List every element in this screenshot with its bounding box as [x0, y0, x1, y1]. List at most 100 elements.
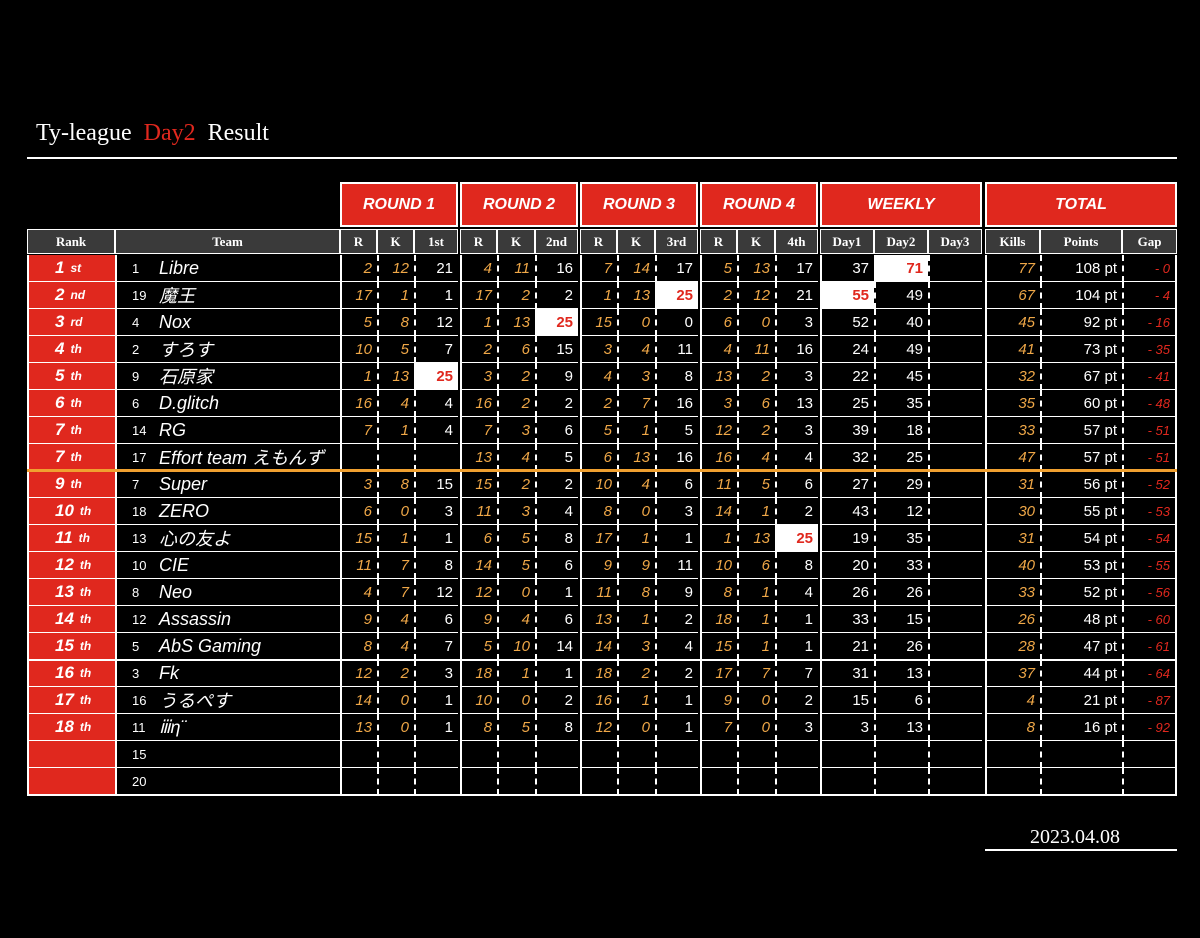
score-cell — [737, 768, 775, 795]
team-name: Assassin — [159, 608, 232, 629]
score-cell: 7 — [414, 633, 458, 660]
rank: 6 — [55, 393, 65, 412]
score-cell: 4 — [985, 687, 1040, 714]
block-divider — [27, 659, 1177, 661]
score-cell: - 4 — [1122, 282, 1177, 309]
score-cell — [497, 768, 535, 795]
score-cell — [414, 768, 458, 795]
rank-cell — [27, 741, 115, 768]
score-cell: 1 — [497, 660, 535, 687]
score-cell: - 0 — [1122, 255, 1177, 282]
score-cell: 2 — [497, 282, 535, 309]
score-cell: 67 pt — [1040, 363, 1122, 390]
score-cell — [928, 444, 982, 471]
score-cell: 8 — [985, 714, 1040, 741]
score-cell: 10 — [497, 633, 535, 660]
score-cell: 1 — [617, 606, 655, 633]
score-cell: 16 pt — [1040, 714, 1122, 741]
rank-cell: 7 th — [27, 417, 115, 444]
score-cell — [928, 606, 982, 633]
score-cell: 15 — [535, 336, 578, 363]
column-header: Gap — [1122, 229, 1177, 254]
rank-cell: 16 th — [27, 660, 115, 687]
score-cell — [928, 336, 982, 363]
score-cell: 12 — [414, 579, 458, 606]
score-cell: 32 — [820, 444, 874, 471]
score-cell: 9 — [535, 363, 578, 390]
rank-suffix: th — [70, 369, 82, 383]
score-cell: 4 — [655, 633, 698, 660]
score-cell: 15 — [580, 309, 617, 336]
score-cell: 35 — [874, 525, 928, 552]
score-cell — [928, 525, 982, 552]
score-cell — [928, 363, 982, 390]
score-cell: 6 — [535, 417, 578, 444]
rank: 13 — [55, 582, 74, 601]
team-number: 3 — [132, 665, 140, 681]
score-cell: 35 — [874, 390, 928, 417]
column-header: 3rd — [655, 229, 698, 254]
score-cell — [928, 714, 982, 741]
score-cell: 13 — [775, 390, 818, 417]
team-cell: 11 ⅲη¨ — [115, 714, 340, 741]
score-cell: 3 — [460, 363, 497, 390]
team-cell: 12 Assassin — [115, 606, 340, 633]
score-cell: 7 — [775, 660, 818, 687]
score-cell: 6 — [460, 525, 497, 552]
rank-suffix: th — [79, 504, 92, 518]
score-cell: - 35 — [1122, 336, 1177, 363]
score-cell: 2 — [340, 255, 377, 282]
team-number: 11 — [132, 719, 146, 735]
score-cell — [1040, 741, 1122, 768]
score-cell: 11 — [655, 336, 698, 363]
score-cell: 6 — [737, 390, 775, 417]
score-cell: 1 — [737, 498, 775, 525]
score-cell: - 87 — [1122, 687, 1177, 714]
score-cell: 7 — [460, 417, 497, 444]
score-cell — [775, 741, 818, 768]
score-cell: 3 — [775, 309, 818, 336]
team-name: Libre — [159, 257, 200, 278]
group-header: ROUND 1 — [340, 182, 458, 227]
score-cell: - 51 — [1122, 444, 1177, 471]
score-cell — [655, 768, 698, 795]
score-cell: 39 — [820, 417, 874, 444]
score-cell: 71 — [874, 255, 928, 282]
team-number: 13 — [132, 530, 147, 546]
score-cell: 33 — [874, 552, 928, 579]
team-cell: 1 Libre — [115, 255, 340, 282]
rank: 16 — [55, 663, 74, 682]
column-header: R — [700, 229, 737, 254]
team-cell: 4 Nox — [115, 309, 340, 336]
team-cell: 6 D.glitch — [115, 390, 340, 417]
score-cell: 0 — [617, 309, 655, 336]
score-cell: 12 — [414, 309, 458, 336]
score-cell: - 41 — [1122, 363, 1177, 390]
score-cell: 12 — [377, 255, 414, 282]
score-cell: 6 — [340, 498, 377, 525]
score-cell — [497, 741, 535, 768]
score-cell: 16 — [535, 255, 578, 282]
score-cell: 8 — [655, 363, 698, 390]
team-cell: 18 ZERO — [115, 498, 340, 525]
rank-cell: 10 th — [27, 498, 115, 525]
rank-cell: 4 th — [27, 336, 115, 363]
score-cell: 31 — [820, 660, 874, 687]
score-cell: 12 — [340, 660, 377, 687]
score-cell: 3 — [497, 498, 535, 525]
score-cell — [928, 768, 982, 795]
score-cell: 2 — [377, 660, 414, 687]
score-cell — [617, 768, 655, 795]
score-cell: 12 — [874, 498, 928, 525]
column-header: Day2 — [874, 229, 928, 254]
score-cell: 4 — [460, 255, 497, 282]
team-name: CIE — [159, 554, 190, 575]
team-name: D.glitch — [159, 392, 220, 413]
team-cell: 3 Fk — [115, 660, 340, 687]
title: Ty-league Day2 Result — [36, 120, 269, 147]
title-prefix: Ty-league — [36, 120, 132, 146]
score-cell: 2 — [655, 606, 698, 633]
score-cell: 2 — [700, 282, 737, 309]
score-cell — [377, 444, 414, 471]
